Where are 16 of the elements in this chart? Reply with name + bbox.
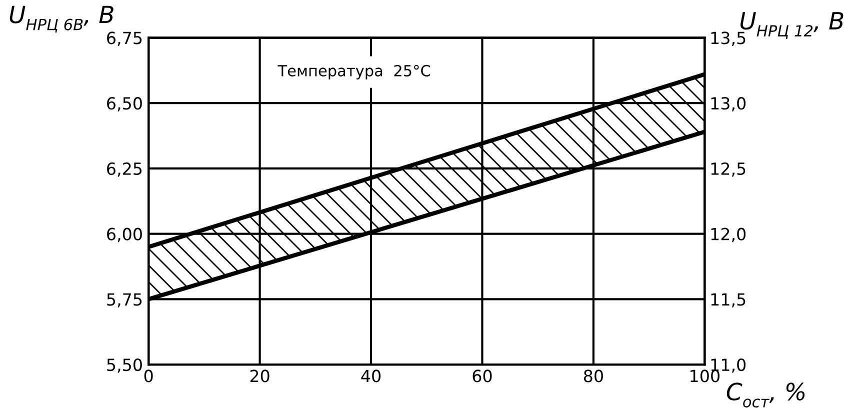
y-tick-label: 6,50	[107, 97, 142, 112]
y2-tick-label: 11,5	[711, 293, 746, 308]
y-tick-label: 5,75	[107, 293, 142, 308]
x-tick-label: 60	[472, 370, 492, 382]
x-tick-label: 80	[584, 370, 603, 382]
y2-tick-label: 12,0	[711, 228, 746, 242]
y-tick-label: 6,25	[107, 162, 142, 177]
y-tick-label: 5,50	[107, 358, 142, 373]
y2-tick-label: 12,5	[711, 162, 746, 177]
x-tick-label: 40	[361, 370, 381, 382]
annotation: Температура 25°C	[278, 64, 430, 80]
x-tick-label: 0	[144, 370, 153, 382]
x-tick-label: 20	[250, 370, 270, 382]
y-tick-label: 6,75	[107, 32, 142, 46]
y-tick-label: 6,00	[107, 228, 142, 242]
y2-tick-label: 13,0	[711, 97, 746, 112]
